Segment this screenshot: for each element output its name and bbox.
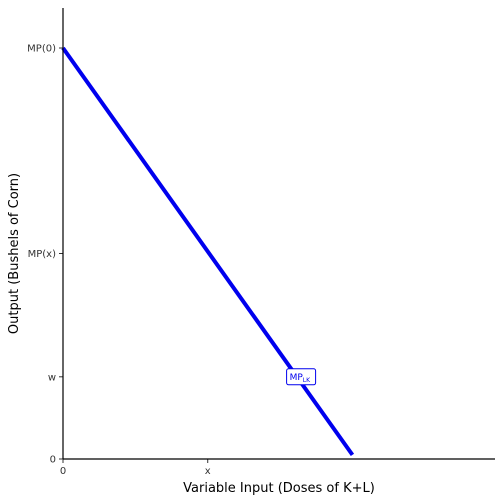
y-tick-label: 0 <box>50 455 56 466</box>
y-tick-label: MP(x) <box>28 249 56 260</box>
series-label-layer: MPLK <box>286 368 317 386</box>
y-tick-label: MP(0) <box>27 44 56 55</box>
series-label-box <box>286 368 317 386</box>
x-tick-label: 0 <box>60 466 66 477</box>
series-label: MPLK <box>290 373 312 384</box>
x-tick-label: x <box>205 466 211 477</box>
series-label-subscript: LK <box>303 377 311 384</box>
series-line-mp <box>61 46 355 457</box>
series-label-name: MP <box>290 373 304 383</box>
y-axis-title: Output (Bushels of Corn) <box>7 173 22 334</box>
x-axis-title: Variable Input (Doses of K+L) <box>183 481 375 496</box>
y-axis-ticks: 0 w MP(x) MP(0) <box>27 44 63 466</box>
series-layer <box>61 46 355 457</box>
y-tick-label: w <box>48 372 56 383</box>
